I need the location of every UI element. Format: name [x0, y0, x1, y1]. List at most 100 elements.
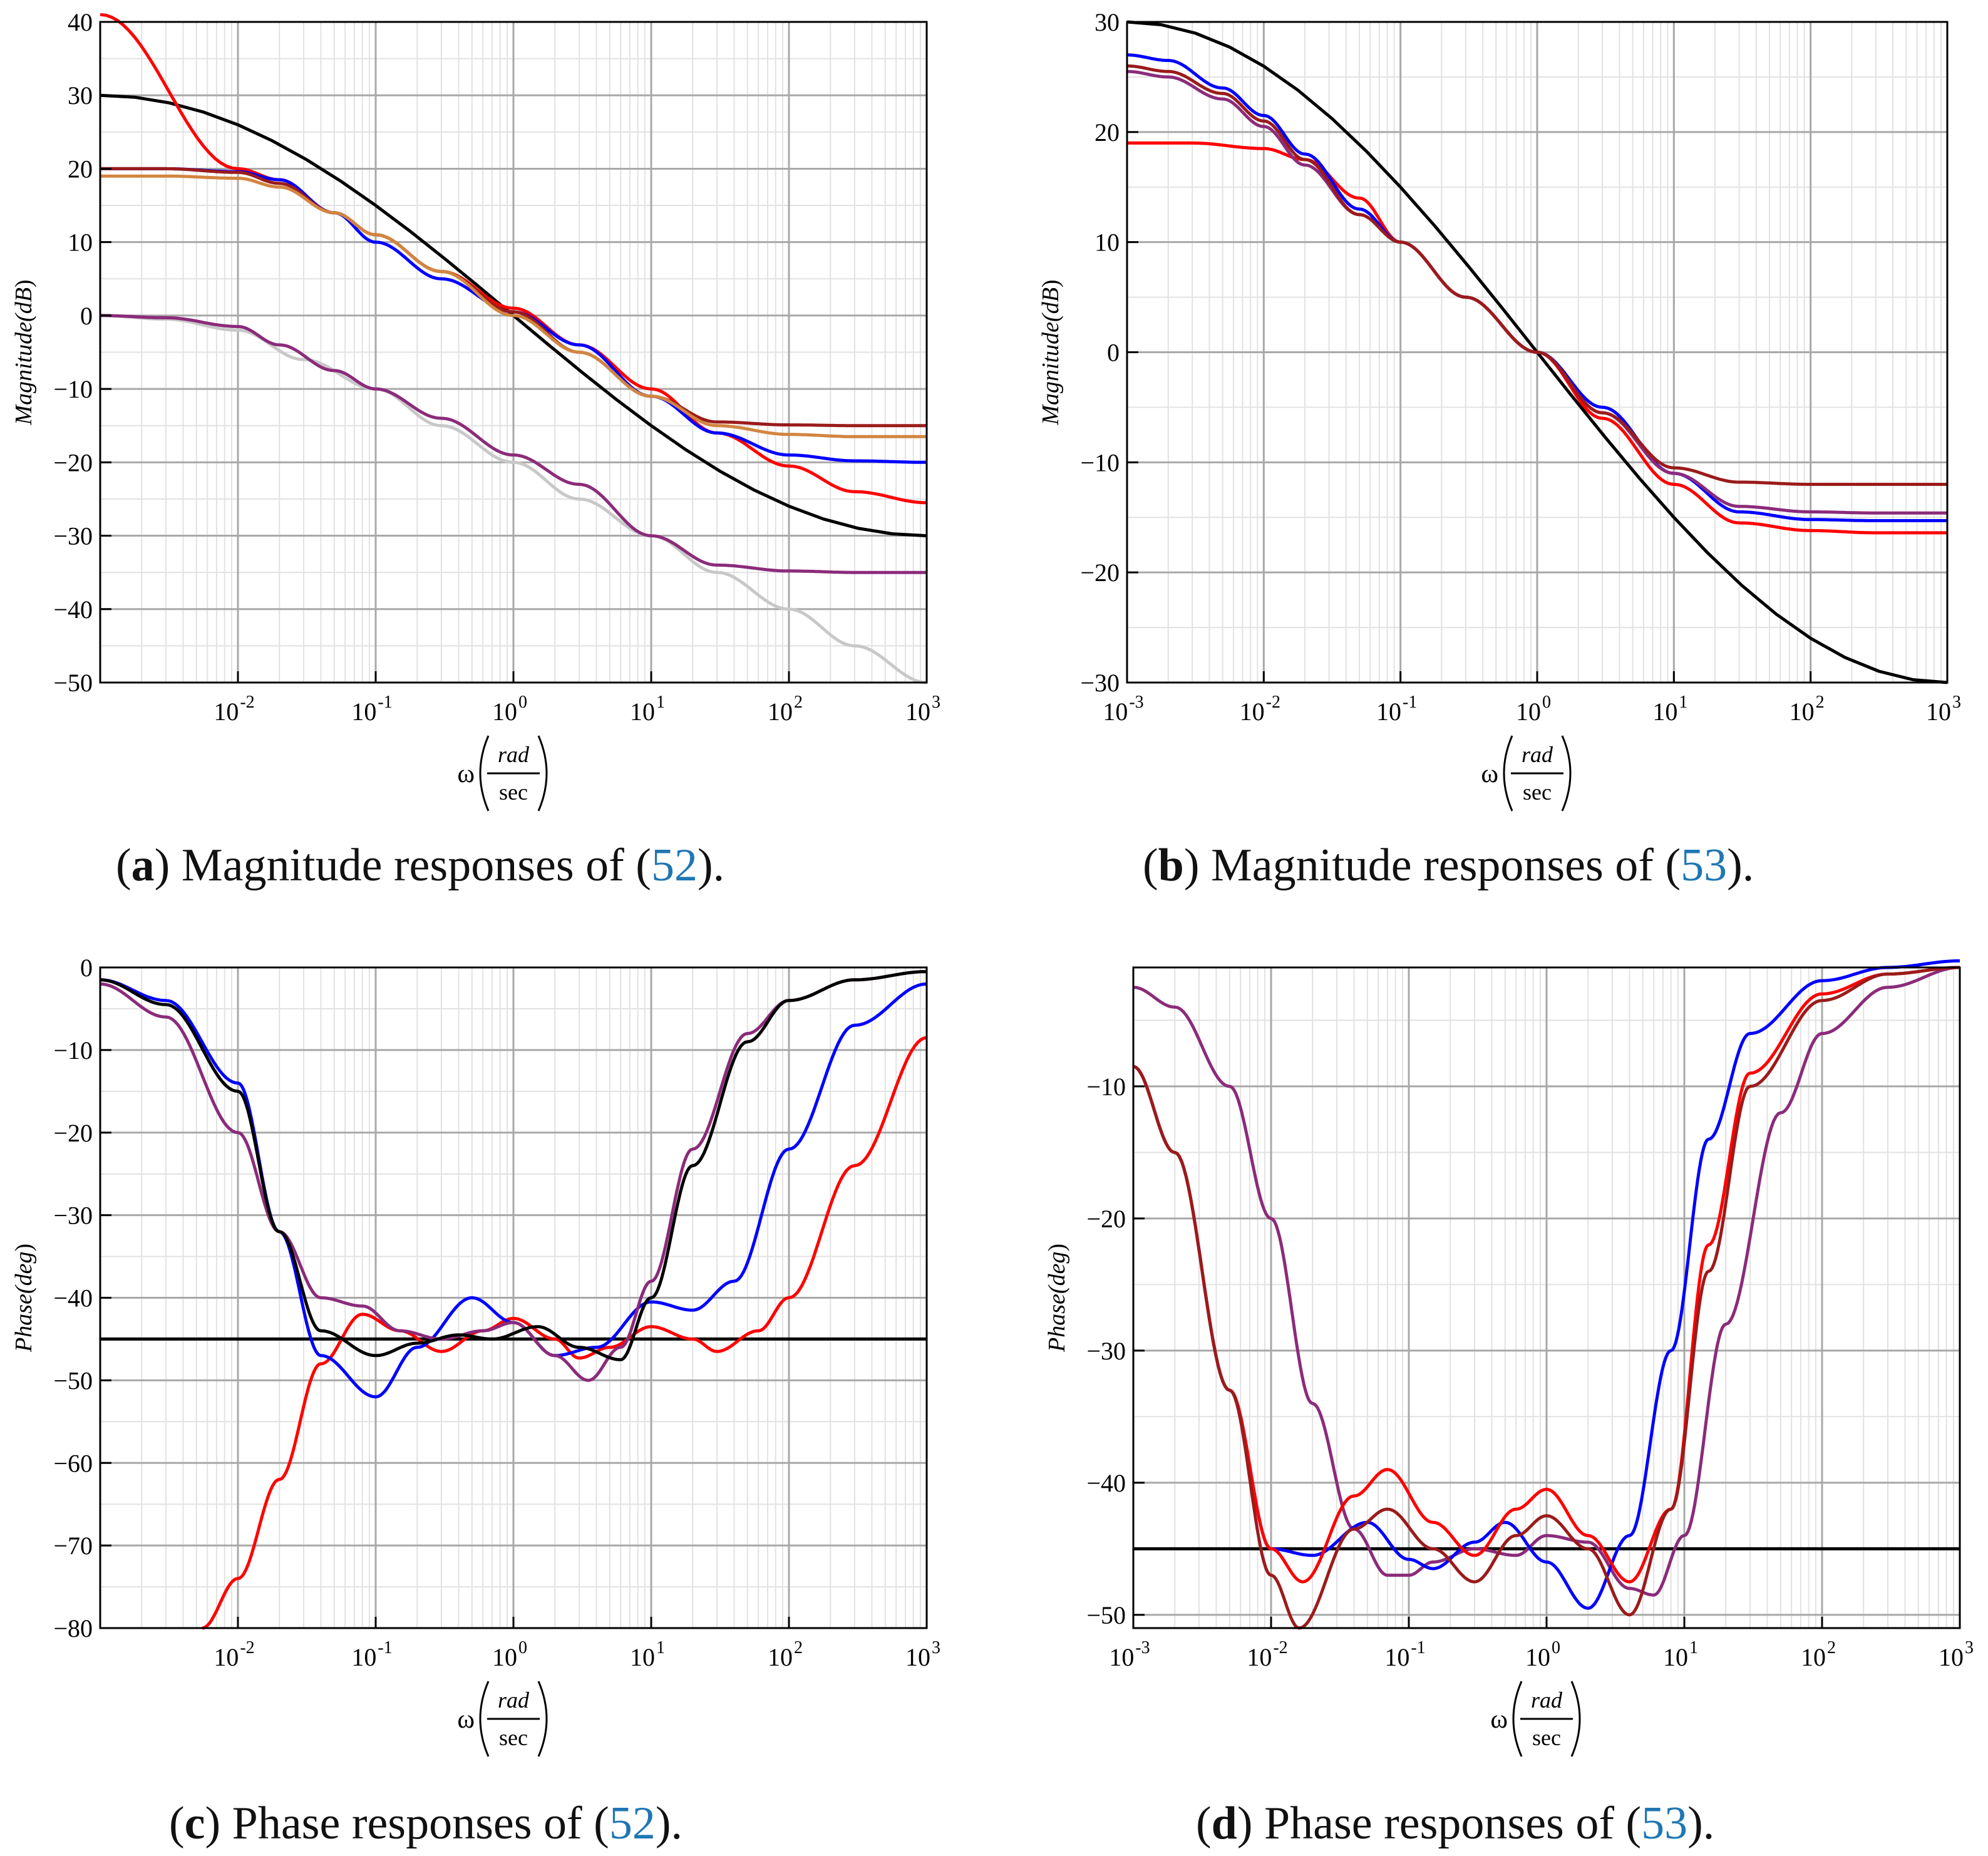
y-tick-label: −70	[53, 1532, 93, 1560]
y-tick-label: −50	[53, 1366, 93, 1395]
series-black	[100, 970, 927, 1361]
x-tick-label: 100	[1516, 693, 1551, 726]
x-tick-label: 103	[1939, 1638, 1974, 1671]
y-tick-label: −30	[1080, 669, 1120, 697]
x-tick-label: 10-3	[1103, 693, 1143, 726]
x-tick-label: 10-3	[1109, 1638, 1150, 1671]
series-purple	[1133, 966, 1960, 1597]
y-tick-label: −30	[53, 522, 93, 550]
x-label-omega: ω	[457, 1705, 475, 1734]
y-tick-label: 0	[80, 954, 93, 982]
y-tick-label: 40	[68, 8, 93, 36]
x-label-paren-open	[479, 1681, 490, 1757]
y-tick-label: −40	[53, 595, 93, 624]
y-tick-label: −40	[1086, 1469, 1126, 1497]
y-tick-label: −60	[53, 1449, 93, 1477]
x-label-paren-close	[537, 735, 548, 812]
x-tick-label: 10-1	[1376, 693, 1417, 726]
x-label-paren-close	[1561, 735, 1572, 812]
x-tick-label: 102	[1801, 1638, 1836, 1671]
x-tick-label: 10-2	[214, 693, 254, 726]
caption-a: (a) Magnitude responses of (52).	[116, 840, 725, 891]
equation-ref-53[interactable]: 53	[1681, 840, 1728, 891]
x-label-paren-close	[1570, 1681, 1581, 1757]
y-tick-label: 20	[1094, 118, 1120, 147]
caption-b: (b) Magnitude responses of (53).	[1143, 840, 1754, 891]
x-label-paren-open	[1503, 735, 1513, 812]
x-tick-label: 103	[905, 693, 940, 726]
series-gray	[100, 314, 927, 684]
x-label-den: sec	[1523, 780, 1552, 805]
y-tick-label: −20	[53, 1119, 93, 1147]
x-tick-label: 100	[1525, 1638, 1560, 1671]
x-label-num: rad	[1531, 1688, 1563, 1713]
y-tick-label: −20	[1080, 559, 1120, 587]
x-tick-label: 103	[1926, 693, 1961, 726]
y-tick-label: −20	[1086, 1205, 1126, 1233]
equation-ref-53[interactable]: 53	[1641, 1798, 1688, 1849]
series-darkred	[1126, 64, 1947, 486]
x-tick-label: 101	[630, 1638, 665, 1671]
chart-d: −10 −20 −30 −40 −50 10-3 10-2 10-1 100 101 102 103 P…	[1044, 959, 1974, 1757]
x-tick-label: 101	[1663, 1638, 1698, 1671]
x-tick-label: 100	[492, 1638, 527, 1671]
y-tick-label: 20	[68, 155, 93, 183]
x-tick-label: 100	[492, 693, 527, 726]
y-tick-label: 0	[80, 302, 93, 330]
x-tick-label: 101	[630, 693, 665, 726]
caption-c: (c) Phase responses of (52).	[169, 1798, 682, 1849]
caption-d: (d) Phase responses of (53).	[1196, 1798, 1715, 1849]
x-tick-label: 10-2	[1247, 1638, 1287, 1671]
x-tick-label: 103	[905, 1638, 940, 1671]
equation-ref-52[interactable]: 52	[651, 840, 698, 891]
y-tick-label: 30	[1094, 8, 1120, 36]
x-label-num: rad	[498, 742, 530, 767]
y-axis-label: Magnitude(dB)	[1038, 279, 1064, 425]
x-label-den: sec	[1532, 1725, 1561, 1750]
y-tick-label: 10	[1094, 229, 1120, 257]
series-purple	[100, 314, 927, 574]
y-tick-label: 0	[1107, 339, 1120, 367]
y-tick-label: −50	[1086, 1601, 1126, 1629]
x-label-num: rad	[498, 1688, 530, 1713]
x-tick-label: 10-2	[214, 1638, 254, 1671]
x-label-omega: ω	[1481, 760, 1498, 788]
x-tick-label: 10-1	[351, 693, 392, 726]
x-label-paren-open	[479, 735, 490, 812]
series-red	[1133, 966, 1960, 1584]
x-tick-label: 102	[768, 693, 803, 726]
x-tick-label: 10-1	[351, 1638, 392, 1671]
series-orange	[100, 174, 927, 438]
x-label-num: rad	[1522, 742, 1553, 767]
y-axis-label: Magnitude(dB)	[11, 279, 37, 425]
y-tick-label: −30	[53, 1202, 93, 1230]
y-tick-label: 30	[68, 81, 93, 110]
y-tick-label: −40	[53, 1284, 93, 1312]
x-tick-label: 10-1	[1384, 1638, 1425, 1671]
y-tick-label: −10	[53, 1036, 93, 1065]
x-label-den: sec	[499, 780, 528, 805]
y-tick-label: 10	[68, 229, 93, 257]
y-tick-label: −10	[53, 375, 93, 403]
x-tick-label: 101	[1652, 693, 1687, 726]
x-tick-label: 102	[1790, 693, 1825, 726]
y-axis-label: Phase(deg)	[1044, 1244, 1070, 1353]
y-tick-label: −80	[53, 1614, 93, 1642]
x-label-paren-close	[537, 1681, 548, 1757]
x-label-omega: ω	[1490, 1705, 1508, 1734]
y-axis-label: Phase(deg)	[11, 1244, 37, 1353]
x-tick-label: 10-2	[1240, 693, 1280, 726]
x-label-paren-open	[1512, 1681, 1523, 1757]
y-tick-label: −10	[1086, 1073, 1126, 1101]
series-red	[202, 1036, 927, 1630]
equation-ref-52[interactable]: 52	[609, 1798, 656, 1849]
x-tick-label: 102	[768, 1638, 803, 1671]
series-darkred	[1133, 966, 1960, 1630]
y-tick-label: −10	[1080, 448, 1120, 477]
